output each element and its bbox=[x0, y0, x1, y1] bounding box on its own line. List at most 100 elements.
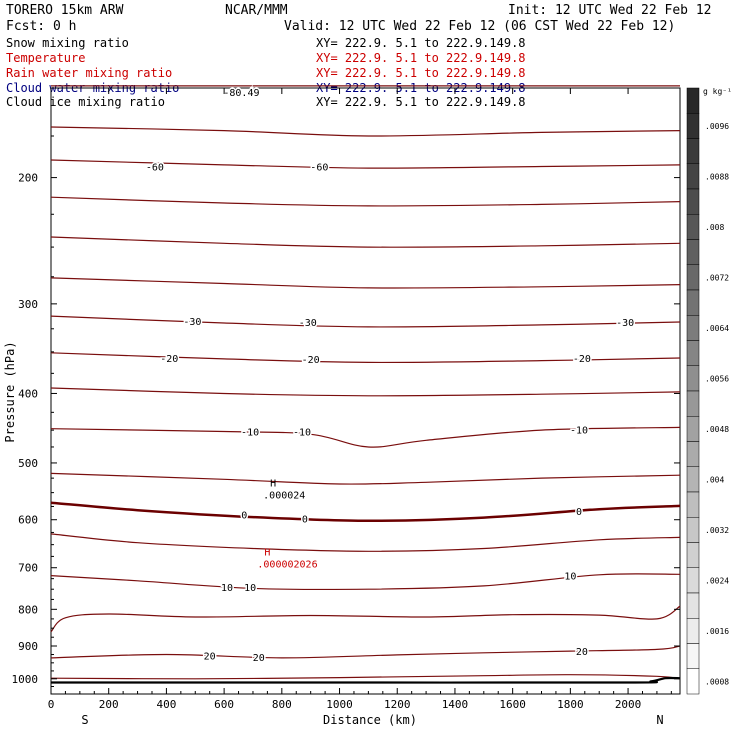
contour-label: 20 bbox=[253, 653, 265, 664]
x-axis: 0200400600800100012001400160018002000 bbox=[48, 88, 672, 711]
colorbar-segment bbox=[687, 290, 699, 315]
x-tick-label: 1400 bbox=[442, 698, 469, 711]
y-tick-label: 800 bbox=[18, 603, 38, 616]
contour-label: -30 bbox=[183, 317, 201, 328]
contour-label: -10 bbox=[570, 425, 588, 436]
contour-label: 20 bbox=[576, 647, 588, 658]
contour-label: -30 bbox=[616, 318, 634, 329]
x-tick-label: 600 bbox=[214, 698, 234, 711]
colorbar-tick-label: .0024 bbox=[705, 576, 729, 585]
model-title: TORERO 15km ARW bbox=[6, 3, 124, 18]
y-tick-label: 200 bbox=[18, 172, 38, 185]
field-label-snow: Snow mixing ratio bbox=[6, 36, 129, 50]
maxima-markers: H.000024H.000002026 bbox=[257, 479, 317, 571]
contour-label: -60 bbox=[146, 162, 164, 173]
center-title: NCAR/MMM bbox=[225, 3, 288, 18]
colorbar-segment bbox=[687, 139, 699, 164]
contour-label: -80.49 bbox=[223, 88, 259, 99]
colorbar-segment bbox=[687, 669, 699, 694]
colorbar-tick-label: .0032 bbox=[705, 526, 729, 535]
colorbar-segment bbox=[687, 366, 699, 391]
field-xy-snow: XY= 222.9. 5.1 to 222.9.149.8 bbox=[316, 36, 526, 50]
y-tick-label: 1000 bbox=[12, 673, 39, 686]
temperature-contour-line bbox=[51, 237, 680, 247]
colorbar-tick-label: .0064 bbox=[705, 324, 729, 333]
field-xy-rain: XY= 222.9. 5.1 to 222.9.149.8 bbox=[316, 66, 526, 80]
colorbar-tick-label: .004 bbox=[705, 475, 724, 484]
contour-label: -10 bbox=[293, 428, 311, 439]
colorbar-tick-label: .0096 bbox=[705, 122, 729, 131]
x-tick-label: 0 bbox=[48, 698, 55, 711]
contour-label: -10 bbox=[241, 428, 259, 439]
contour-label: 10 bbox=[221, 583, 233, 594]
y-tick-label: 600 bbox=[18, 514, 38, 527]
colorbar-unit: g kg⁻¹ bbox=[703, 87, 732, 96]
contour-label: 0 bbox=[302, 515, 308, 526]
field-xy-cloud-ice: XY= 222.9. 5.1 to 222.9.149.8 bbox=[316, 95, 526, 109]
y-tick-label: 500 bbox=[18, 457, 38, 470]
colorbar-segment bbox=[687, 214, 699, 239]
temperature-contour-line bbox=[51, 606, 680, 632]
y-axis: 2003004005006007008009001000 bbox=[12, 88, 681, 694]
contour-label: 20 bbox=[204, 652, 216, 663]
x-tick-label: 2000 bbox=[615, 698, 642, 711]
x-tick-label: 1000 bbox=[326, 698, 353, 711]
colorbar-segment bbox=[687, 113, 699, 138]
colorbar-segment bbox=[687, 543, 699, 568]
colorbar-segment bbox=[687, 315, 699, 340]
colorbar-segment bbox=[687, 644, 699, 669]
colorbar: .0096.0088.008.0072.0064.0056.0048.004.0… bbox=[687, 88, 729, 694]
colorbar-tick-label: .0008 bbox=[705, 677, 729, 686]
temperature-contour-line bbox=[51, 127, 680, 136]
colorbar-segment bbox=[687, 88, 699, 113]
y-tick-label: 300 bbox=[18, 298, 38, 311]
contour-label: 0 bbox=[576, 507, 582, 518]
y-axis-label: Pressure (hPa) bbox=[3, 341, 17, 442]
init-time: Init: 12 UTC Wed 22 Feb 12 bbox=[508, 3, 712, 18]
maximum-value: .000002026 bbox=[257, 559, 317, 570]
field-label-rain: Rain water mixing ratio bbox=[6, 66, 172, 80]
x-tick-label: 400 bbox=[156, 698, 176, 711]
colorbar-segment bbox=[687, 593, 699, 618]
colorbar-segment bbox=[687, 341, 699, 366]
temperature-contour-line bbox=[51, 574, 680, 590]
temperature-contours bbox=[51, 86, 680, 679]
colorbar-segment bbox=[687, 492, 699, 517]
colorbar-segment bbox=[687, 568, 699, 593]
temperature-contour-line bbox=[51, 473, 680, 484]
temperature-contour-line bbox=[51, 675, 680, 679]
maximum-marker: H bbox=[264, 547, 270, 558]
colorbar-segment bbox=[687, 240, 699, 265]
colorbar-tick-label: .0072 bbox=[705, 273, 729, 282]
y-tick-label: 700 bbox=[18, 562, 38, 575]
x-tick-label: 800 bbox=[272, 698, 292, 711]
field-label-temperature: Temperature bbox=[6, 51, 85, 65]
colorbar-tick-label: .008 bbox=[705, 223, 724, 232]
colorbar-tick-label: .0048 bbox=[705, 425, 729, 434]
temperature-contour-line bbox=[51, 388, 680, 396]
colorbar-segment bbox=[687, 618, 699, 643]
x-tick-label: 1600 bbox=[499, 698, 526, 711]
contour-label: -20 bbox=[302, 355, 320, 366]
field-label-cloud-ice: Cloud ice mixing ratio bbox=[6, 95, 165, 109]
colorbar-segment bbox=[687, 265, 699, 290]
y-tick-label: 400 bbox=[18, 387, 38, 400]
x-tick-label: 1800 bbox=[557, 698, 584, 711]
temperature-contour-line bbox=[51, 503, 680, 521]
contour-label: 10 bbox=[564, 572, 576, 583]
y-tick-label: 900 bbox=[18, 640, 38, 653]
temperature-contour-line bbox=[51, 316, 680, 327]
temperature-contour-line bbox=[51, 278, 680, 288]
forecast-hour: Fcst: 0 h bbox=[6, 19, 76, 34]
temperature-contour-line bbox=[51, 534, 680, 551]
colorbar-segment bbox=[687, 517, 699, 542]
x-axis-left-end-label: S bbox=[81, 713, 88, 727]
colorbar-segment bbox=[687, 189, 699, 214]
contour-label: 0 bbox=[241, 510, 247, 521]
colorbar-segment bbox=[687, 416, 699, 441]
temperature-contour-line bbox=[51, 197, 680, 206]
contour-label: 10 bbox=[244, 583, 256, 594]
colorbar-tick-label: .0016 bbox=[705, 627, 729, 636]
valid-time: Valid: 12 UTC Wed 22 Feb 12 (06 CST Wed … bbox=[284, 19, 675, 34]
